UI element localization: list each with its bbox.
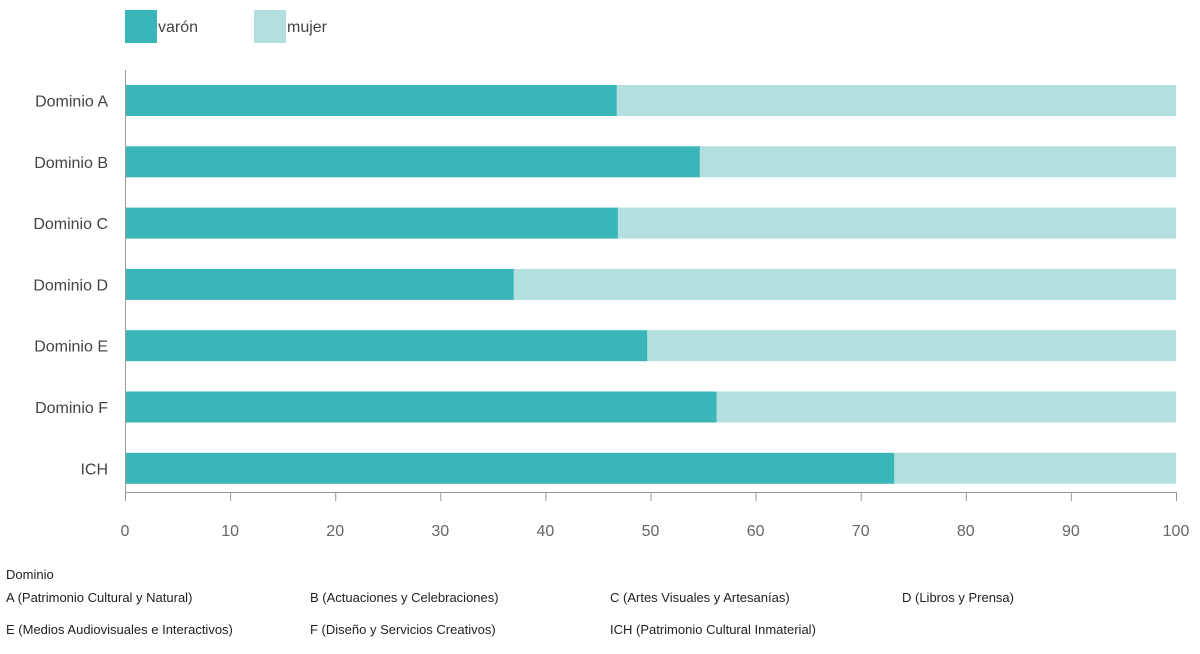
bar-mujer-6 bbox=[894, 452, 1176, 484]
x-tick-label-1: 10 bbox=[221, 523, 239, 540]
x-tick-label-4: 40 bbox=[537, 523, 555, 540]
x-tick-label-7: 70 bbox=[852, 523, 870, 540]
category-label-4: Dominio E bbox=[34, 339, 108, 356]
bar-mujer-1 bbox=[699, 146, 1176, 178]
bar-mujer-4 bbox=[647, 330, 1176, 362]
footnote-item-d: D (Libros y Prensa) bbox=[902, 590, 1014, 605]
category-label-5: Dominio F bbox=[35, 400, 108, 417]
bar-varon-0 bbox=[125, 85, 617, 116]
x-tick-label-10: 100 bbox=[1163, 523, 1190, 540]
x-tick-label-8: 80 bbox=[957, 523, 975, 540]
x-tick-label-5: 50 bbox=[642, 523, 660, 540]
footnote-title: Dominio bbox=[6, 567, 54, 582]
legend-label-1: mujer bbox=[287, 19, 328, 36]
legend-swatch-0 bbox=[125, 10, 157, 43]
stacked-bar-chart: varón mujer Dominio A Dominio B Dominio C Dom… bbox=[33, 10, 1190, 540]
footnote-item-a: A (Patrimonio Cultural y Natural) bbox=[6, 590, 193, 605]
x-tick-label-9: 90 bbox=[1062, 523, 1080, 540]
bar-varon-4 bbox=[125, 330, 648, 362]
category-label-0: Dominio A bbox=[35, 94, 108, 111]
bar-varon-3 bbox=[125, 268, 514, 300]
category-label-1: Dominio B bbox=[34, 155, 108, 172]
x-tick-label-6: 60 bbox=[747, 523, 765, 540]
bar-mujer-0 bbox=[616, 85, 1176, 116]
legend-label-0: varón bbox=[158, 19, 198, 36]
x-tick-label-0: 0 bbox=[121, 523, 130, 540]
footnote-item-c: C (Artes Visuales y Artesanías) bbox=[610, 590, 790, 605]
footnote-item-ich: ICH (Patrimonio Cultural Inmaterial) bbox=[610, 622, 816, 637]
bar-varon-5 bbox=[125, 391, 717, 423]
footnote-item-e: E (Medios Audiovisuales e Interactivos) bbox=[6, 622, 233, 637]
bar-mujer-3 bbox=[513, 268, 1176, 300]
category-label-6: ICH bbox=[80, 461, 108, 478]
x-tick-label-3: 30 bbox=[431, 523, 449, 540]
footnote-items: A (Patrimonio Cultural y Natural) B (Act… bbox=[6, 585, 1186, 654]
bar-varon-6 bbox=[125, 452, 895, 484]
bar-mujer-2 bbox=[617, 207, 1176, 239]
bar-mujer-5 bbox=[716, 391, 1176, 423]
legend-swatch-1 bbox=[254, 10, 286, 43]
footnote-item-b: B (Actuaciones y Celebraciones) bbox=[310, 590, 499, 605]
category-label-2: Dominio C bbox=[33, 216, 108, 233]
bar-varon-2 bbox=[125, 207, 618, 239]
x-tick-label-2: 20 bbox=[326, 523, 344, 540]
footnote-item-f: F (Diseño y Servicios Creativos) bbox=[310, 622, 496, 637]
category-label-3: Dominio D bbox=[33, 277, 108, 294]
domain-footnote: Dominio A (Patrimonio Cultural y Natural… bbox=[6, 565, 1186, 654]
bar-varon-1 bbox=[125, 146, 700, 178]
